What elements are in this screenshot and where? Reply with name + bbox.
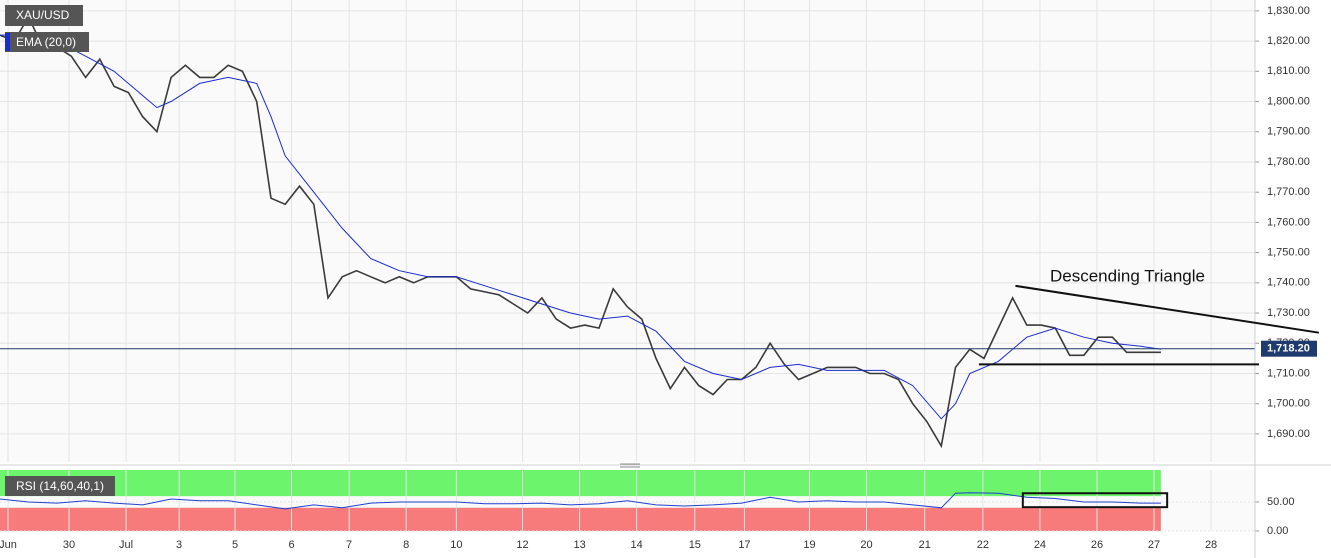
last-price-label: 1,718.20: [1267, 343, 1310, 355]
symbol-box: [5, 5, 83, 26]
y-tick-label: 1,760.00: [1267, 216, 1310, 228]
x-tick-label: 30: [63, 539, 75, 551]
upper-band: [0, 470, 1161, 497]
y-tick-label: 0.00: [1267, 525, 1288, 537]
x-tick-label: 27: [1148, 539, 1160, 551]
trendline: [1015, 284, 1320, 334]
y-tick-label: 1,800.00: [1267, 95, 1310, 107]
y-tick-label: 1,700.00: [1267, 398, 1310, 410]
x-tick-label: 3: [176, 539, 182, 551]
x-tick-label: 14: [631, 539, 643, 551]
x-tick-label: 20: [860, 539, 872, 551]
lower-band: [0, 507, 1161, 531]
x-tick-label: 6: [288, 539, 294, 551]
rsi-box: [5, 476, 115, 496]
ema-label: EMA (20,0): [16, 35, 76, 49]
x-tick-label: 5: [232, 539, 238, 551]
x-tick-label: 24: [1034, 539, 1046, 551]
y-tick-label: 50.00: [1267, 496, 1295, 508]
x-tick-label: 10: [450, 539, 462, 551]
y-tick-label: 1,750.00: [1267, 247, 1310, 259]
x-tick-label: 12: [516, 539, 528, 551]
x-tick-label: 22: [977, 539, 989, 551]
y-tick-label: 1,830.00: [1267, 5, 1310, 17]
highlight-box: [1021, 492, 1169, 509]
x-tick-label: 15: [689, 539, 701, 551]
last-price-tag: [1261, 340, 1317, 357]
y-tick-label: 1,770.00: [1267, 186, 1310, 198]
x-tick-label: 26: [1091, 539, 1103, 551]
y-tick-label: 1,780.00: [1267, 156, 1310, 168]
rsi-label: RSI (14,60,40,1): [16, 479, 104, 493]
y-tick-label: 1,710.00: [1267, 367, 1310, 379]
x-tick-label: 7: [346, 539, 352, 551]
x-tick-label: 28: [1205, 539, 1217, 551]
y-tick-label: 1,730.00: [1267, 307, 1310, 319]
symbol-label: XAU/USD: [16, 8, 70, 22]
x-tick-label: 19: [803, 539, 815, 551]
y-tick-label: 1,790.00: [1267, 126, 1310, 138]
x-tick-label: Jun: [0, 539, 17, 551]
x-tick-label: 21: [919, 539, 931, 551]
x-tick-label: Jul: [119, 539, 133, 551]
y-tick-label: 1,740.00: [1267, 277, 1310, 289]
x-tick-label: 13: [573, 539, 585, 551]
pattern-annotation: Descending Triangle: [1050, 266, 1205, 285]
y-tick-label: 1,810.00: [1267, 65, 1310, 77]
chart-layer: 1,690.001,700.001,710.001,720.001,730.00…: [0, 0, 1310, 551]
y-tick-label: 1,690.00: [1267, 428, 1310, 440]
x-tick-label: 8: [403, 539, 409, 551]
main-plot-area: [0, 0, 1255, 462]
series-line: [0, 34, 1161, 420]
x-tick-label: 17: [738, 539, 750, 551]
ema-box: [5, 32, 89, 52]
series-line: [0, 15, 1161, 449]
y-tick-label: 1,820.00: [1267, 35, 1310, 47]
ema-swatch: [5, 33, 10, 51]
series-line: [0, 492, 1161, 510]
